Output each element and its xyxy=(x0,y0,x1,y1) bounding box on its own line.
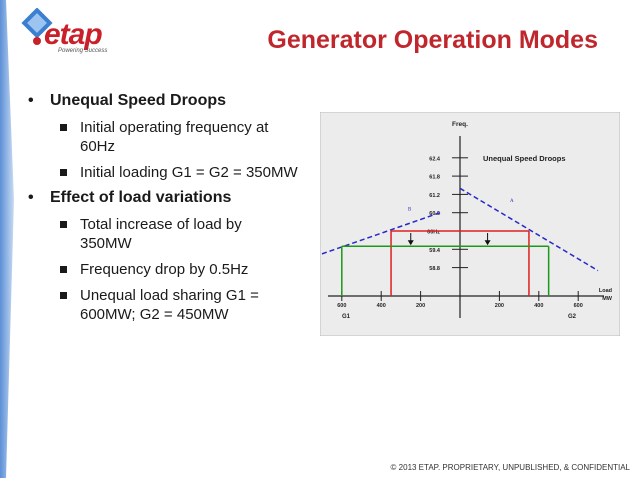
y-tick-label: 58.8 xyxy=(429,266,440,272)
x-tick-label-left: 200 xyxy=(416,303,425,309)
shift-arrow-head-icon xyxy=(484,240,491,246)
y-tick-label: 60Hz xyxy=(427,230,440,236)
x-tick-label-left: 600 xyxy=(337,303,346,309)
logo-tagline: Powering Success xyxy=(58,48,108,54)
subbullet-text: Initial loading G1 = G2 = 350MW xyxy=(80,164,298,181)
bullet-unequal-speed-droops: • Unequal Speed Droops xyxy=(28,92,328,110)
chart-background xyxy=(320,112,620,336)
line-label-a: A xyxy=(510,199,514,204)
subbullet-text: Initial operating frequency at 60Hz xyxy=(80,119,269,155)
y-tick-label: 60.6 xyxy=(429,211,440,217)
footer-copyright: © 2013 ETAP. PROPRIETARY, UNPUBLISHED, &… xyxy=(390,463,630,472)
droop-chart: Freq. Unequal Speed Droops 62.4 61.8 61.2 60.… xyxy=(320,112,620,336)
y-tick-label: 61.8 xyxy=(429,175,440,181)
bullet-dot: • xyxy=(28,189,34,206)
square-bullet-icon xyxy=(60,221,67,228)
subbullet: Initial operating frequency at 60Hz xyxy=(28,118,328,156)
shift-arrow-head-icon xyxy=(407,240,414,246)
x-tick-label-right: 600 xyxy=(574,303,583,309)
subbullet-text: Total increase of load by 350MW xyxy=(80,216,242,252)
x-tick-label-right: 200 xyxy=(495,303,504,309)
y-tick-label: 61.2 xyxy=(429,193,440,199)
subbullet: Initial loading G1 = G2 = 350MW xyxy=(28,163,328,182)
bullet-label: Effect of load variations xyxy=(50,189,232,206)
square-bullet-icon xyxy=(60,124,67,131)
bullet-label: Unequal Speed Droops xyxy=(50,92,227,109)
x-axis-label: Load xyxy=(599,288,612,294)
line-label-b: B xyxy=(408,208,412,213)
x-axis-label-unit: MW xyxy=(602,296,613,302)
square-bullet-icon xyxy=(60,292,67,299)
subbullet: Frequency drop by 0.5Hz xyxy=(28,260,328,279)
bullet-list: • Unequal Speed Droops Initial operating… xyxy=(28,92,328,331)
g2-label: G2 xyxy=(568,314,577,320)
bullet-dot: • xyxy=(28,92,34,109)
g1-label: G1 xyxy=(342,314,351,320)
y-axis-label: Freq. xyxy=(452,121,468,128)
subbullet-text: Unequal load sharing G1 = 600MW; G2 = 45… xyxy=(80,287,259,323)
x-tick-label-left: 400 xyxy=(377,303,386,309)
subbullet-text: Frequency drop by 0.5Hz xyxy=(80,261,249,278)
etap-logo xyxy=(18,8,128,54)
chart-title: Unequal Speed Droops xyxy=(483,154,566,163)
slide-title: Generator Operation Modes xyxy=(267,26,598,54)
logo-text: etap xyxy=(44,18,103,51)
square-bullet-icon xyxy=(60,266,67,273)
x-tick-label-right: 400 xyxy=(534,303,543,309)
bullet-effect-of-load-variations: • Effect of load variations xyxy=(28,189,328,207)
subbullet: Unequal load sharing G1 = 600MW; G2 = 45… xyxy=(28,286,328,324)
subbullet: Total increase of load by 350MW xyxy=(28,215,328,253)
droop-line-a xyxy=(459,187,599,272)
y-tick-label: 59.4 xyxy=(429,248,441,254)
y-tick-label: 62.4 xyxy=(429,156,441,162)
square-bullet-icon xyxy=(60,169,67,176)
logo-mark-icon xyxy=(21,8,53,45)
left-decorative-bar xyxy=(0,0,14,478)
